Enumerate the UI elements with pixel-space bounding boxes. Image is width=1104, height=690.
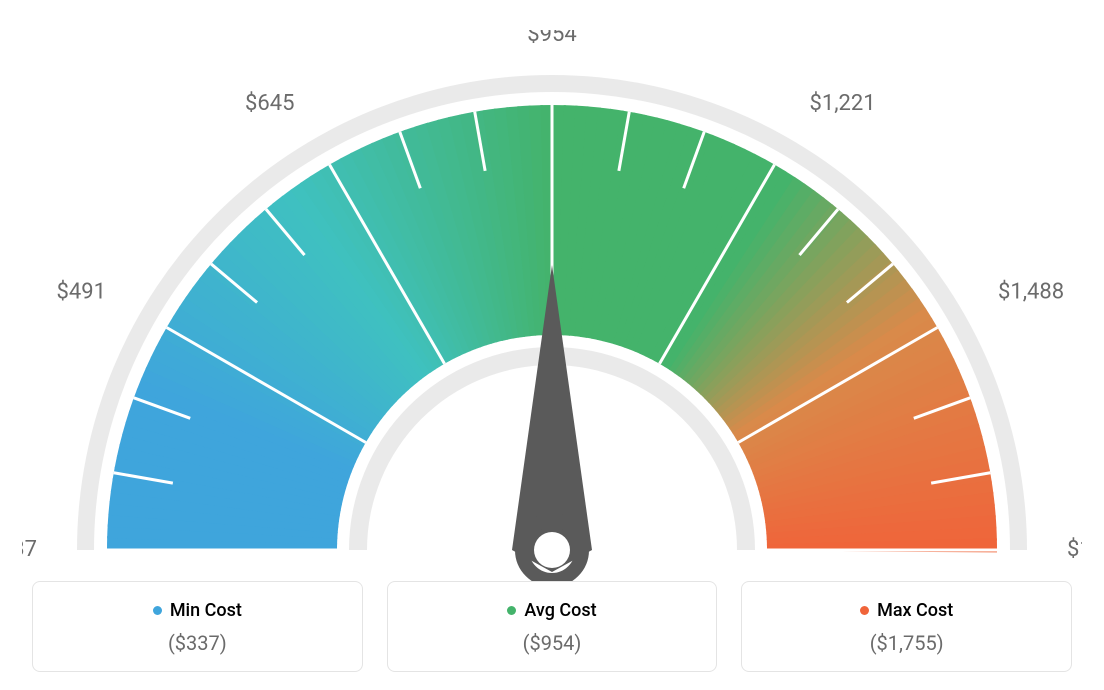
legend-avg-value: ($954) <box>398 631 707 655</box>
dot-icon <box>507 606 516 615</box>
tick-label: $337 <box>22 537 37 562</box>
legend-avg-label: Avg Cost <box>524 600 596 621</box>
tick-label: $1,488 <box>998 280 1064 305</box>
cost-gauge: $337 $491 $645 $954 $1,221 $1,488 $1,755 <box>22 30 1082 570</box>
dot-icon <box>860 606 869 615</box>
legend-max-label: Max Cost <box>877 600 953 621</box>
legend-max-value: ($1,755) <box>752 631 1061 655</box>
tick-label: $954 <box>527 30 576 47</box>
legend-max-title: Max Cost <box>860 600 953 621</box>
legend-min-title: Min Cost <box>153 600 242 621</box>
gauge-svg: $337 $491 $645 $954 $1,221 $1,488 $1,755 <box>22 30 1082 590</box>
dot-icon <box>153 606 162 615</box>
tick-label: $491 <box>57 280 106 305</box>
legend-avg-title: Avg Cost <box>507 600 596 621</box>
tick-label: $645 <box>245 91 294 116</box>
legend-min-value: ($337) <box>43 631 352 655</box>
legend-min-label: Min Cost <box>170 600 242 621</box>
tick-label: $1,221 <box>810 91 876 116</box>
tick-label: $1,755 <box>1067 537 1082 562</box>
legend-row: Min Cost ($337) Avg Cost ($954) Max Cost… <box>32 581 1072 672</box>
legend-avg-cost: Avg Cost ($954) <box>387 581 718 672</box>
legend-min-cost: Min Cost ($337) <box>32 581 363 672</box>
legend-max-cost: Max Cost ($1,755) <box>741 581 1072 672</box>
